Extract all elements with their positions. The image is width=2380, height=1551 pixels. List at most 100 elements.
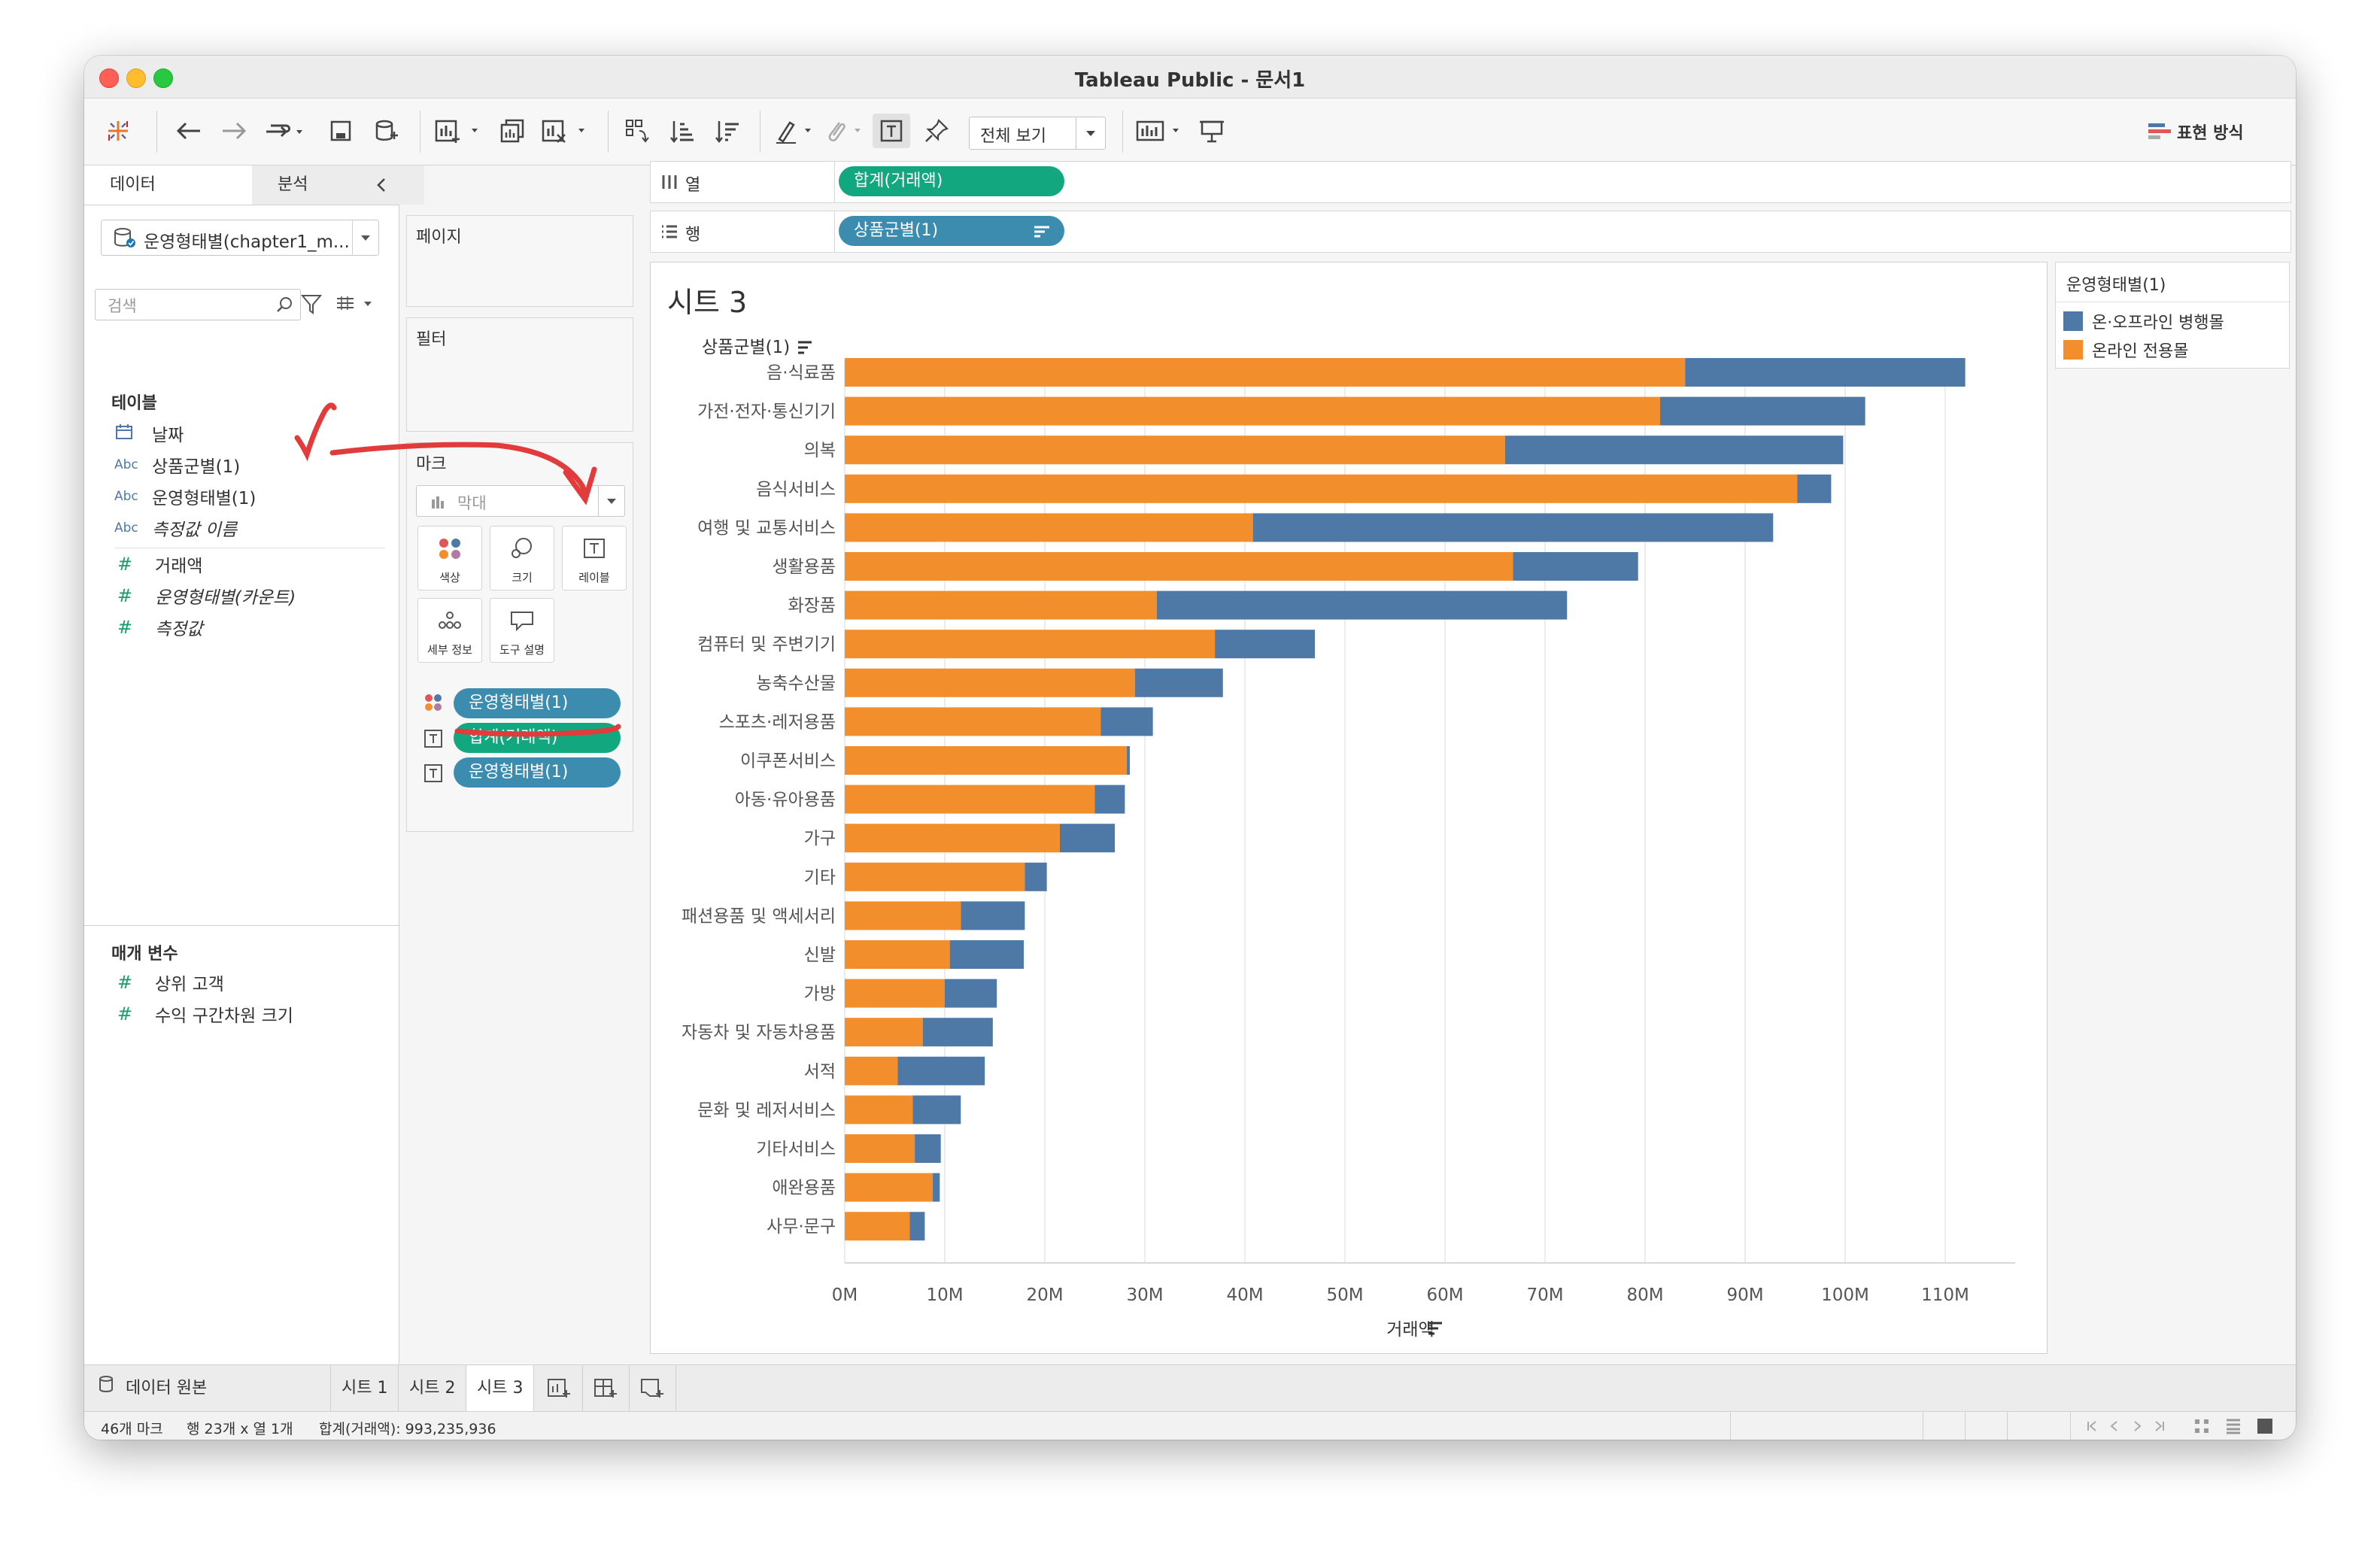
show-me-button[interactable]: 표현 방식 — [2147, 117, 2267, 147]
detail-mark-label: 세부 정보 — [427, 643, 472, 657]
group-paperclip-icon[interactable] — [823, 114, 868, 148]
grid-view-icon[interactable] — [2193, 1418, 2210, 1438]
fullscreen-view-icon[interactable] — [2257, 1418, 2273, 1438]
field-row[interactable]: # 측정값 — [114, 614, 202, 641]
size-mark-button[interactable]: 크기 — [490, 526, 554, 590]
field-name: 측정값 이름 — [152, 521, 238, 540]
field-row[interactable]: # 거래액 — [114, 551, 202, 578]
y-tick-label: 기타서비스 — [756, 1140, 836, 1159]
field-row[interactable]: Abc 상품군별(1) — [114, 451, 240, 478]
columns-shelf[interactable]: 열 합계(거래액) — [650, 161, 2291, 203]
field-name: 날짜 — [152, 426, 184, 445]
status-sum: 합계(거래액): 993,235,936 — [319, 1421, 496, 1437]
filters-card[interactable]: 필터 — [406, 317, 633, 432]
legend-item[interactable]: 온·오프라인 병행몰 — [2063, 308, 2224, 335]
bar-segment-online — [845, 940, 950, 969]
undo-arrow-icon[interactable] — [172, 114, 206, 148]
swap-rows-columns-icon[interactable] — [620, 114, 654, 148]
status-divider — [1730, 1412, 1731, 1440]
new-worksheet-icon[interactable] — [433, 114, 484, 148]
tab-analysis[interactable]: 분석 — [252, 165, 424, 205]
detail-mark-button[interactable]: 세부 정보 — [417, 598, 482, 663]
marks-card: 마크 막대 색상 크기 — [406, 442, 633, 832]
y-tick-label: 이쿠폰서비스 — [740, 751, 836, 771]
string-type-icon: Abc — [114, 521, 138, 536]
datasource-tab[interactable]: 데이터 원본 — [84, 1365, 331, 1412]
tooltip-mark-button[interactable]: 도구 설명 — [490, 598, 554, 663]
clear-sheet-icon[interactable] — [540, 114, 591, 148]
new-datasource-icon[interactable] — [369, 114, 403, 148]
label-mark-button[interactable]: 레이블 — [562, 526, 627, 590]
label-sum-pill[interactable]: 합계(거래액) — [454, 723, 621, 753]
worksheet-view: 시트 3 0M 10M 20M 30M 40M 50M 60M 70M 80M 90M 100M 11… — [650, 262, 2048, 1354]
sheet-tab-2[interactable]: 시트 2 — [399, 1365, 467, 1412]
view-list-icon[interactable] — [334, 292, 378, 320]
y-tick-label: 사무·문구 — [767, 1217, 836, 1237]
bar-chart: 0M 10M 20M 30M 40M 50M 60M 70M 80M 90M 100M 110M 상품군… — [682, 338, 2016, 1340]
sheet-tab-3[interactable]: 시트 3 — [466, 1365, 535, 1412]
new-story-icon[interactable] — [629, 1365, 676, 1412]
x-tick-label: 10M — [926, 1285, 963, 1305]
datasource-icon — [98, 1365, 114, 1412]
pages-card-title: 페이지 — [416, 228, 462, 247]
rows-pill[interactable]: 상품군별(1) — [839, 216, 1064, 246]
show-labels-icon[interactable] — [873, 114, 910, 148]
legend-item[interactable]: 온라인 전용몰 — [2063, 336, 2188, 363]
status-dimensions: 행 23개 x 열 1개 — [187, 1421, 293, 1437]
x-tick-label: 100M — [1821, 1285, 1869, 1305]
tab-data[interactable]: 데이터 — [84, 165, 278, 205]
bar-segment-online — [845, 901, 961, 930]
tableau-logo-icon[interactable] — [101, 114, 135, 148]
replay-icon[interactable] — [262, 114, 307, 148]
list-view-icon[interactable] — [2225, 1418, 2242, 1438]
bar-segment-online — [845, 474, 1798, 503]
color-field-pill[interactable]: 운영형태별(1) — [454, 688, 621, 718]
maximize-window-button[interactable] — [153, 68, 173, 88]
save-icon[interactable] — [323, 114, 358, 148]
tooltip-mark-label: 도구 설명 — [499, 643, 545, 657]
pages-card[interactable]: 페이지 — [406, 215, 633, 307]
datasource-select[interactable]: 운영형태별(chapter1_m... — [101, 220, 379, 256]
label-field-pill[interactable]: 운영형태별(1) — [454, 757, 621, 788]
duplicate-sheet-icon[interactable] — [495, 114, 530, 148]
y-tick-label: 음식서비스 — [756, 480, 836, 499]
sort-descending-icon[interactable] — [710, 114, 745, 148]
color-mark-button[interactable]: 색상 — [417, 526, 482, 590]
pin-axis-icon[interactable] — [919, 114, 954, 148]
sort-ascending-icon[interactable] — [665, 114, 700, 148]
search-icon — [276, 296, 294, 318]
new-dashboard-icon[interactable] — [582, 1365, 630, 1412]
y-tick-label: 가구 — [804, 829, 836, 848]
rows-shelf[interactable]: 행 상품군별(1) — [650, 211, 2291, 253]
text-label-icon — [423, 763, 443, 788]
presentation-mode-icon[interactable] — [1195, 114, 1229, 148]
field-row[interactable]: Abc 측정값 이름 — [114, 514, 237, 542]
new-sheet-icon[interactable] — [536, 1365, 583, 1412]
mark-type-select[interactable]: 막대 — [416, 485, 625, 517]
columns-pill[interactable]: 합계(거래액) — [839, 166, 1064, 196]
x-tick-label: 0M — [832, 1285, 858, 1305]
collapse-chevron-icon[interactable] — [372, 165, 390, 220]
page-nav-icon[interactable] — [2085, 1419, 2175, 1437]
filter-funnel-icon[interactable] — [299, 292, 323, 320]
data-pane: 데이터 분석 운영형태별(chapter1_m... 검색 — [84, 165, 424, 1364]
parameter-row[interactable]: # 상위 고객 — [114, 969, 224, 996]
view-mode-select[interactable]: 전체 보기 — [969, 117, 1106, 150]
tables-header: 테이블 — [111, 394, 157, 413]
minimize-window-button[interactable] — [126, 68, 146, 88]
close-window-button[interactable] — [99, 68, 119, 88]
presentation-format-icon[interactable] — [1134, 114, 1188, 148]
rows-label: 행 — [685, 226, 701, 244]
bar-segment-online — [845, 1212, 910, 1241]
field-row[interactable]: 날짜 — [114, 420, 184, 447]
toolbar: 전체 보기 표현 방식 — [84, 99, 2296, 165]
bar-segment-omni — [1156, 590, 1568, 620]
bar-segment-online — [845, 862, 1025, 891]
sheet-tab-1[interactable]: 시트 1 — [331, 1365, 399, 1412]
highlight-pen-icon[interactable] — [773, 114, 818, 148]
redo-arrow-icon[interactable] — [217, 114, 251, 148]
search-field[interactable]: 검색 — [95, 289, 301, 320]
parameter-row[interactable]: # 수익 구간차원 크기 — [114, 1000, 293, 1027]
field-row[interactable]: Abc 운영형태별(1) — [114, 483, 256, 510]
field-row[interactable]: # 운영형태별(카운트) — [114, 582, 296, 609]
